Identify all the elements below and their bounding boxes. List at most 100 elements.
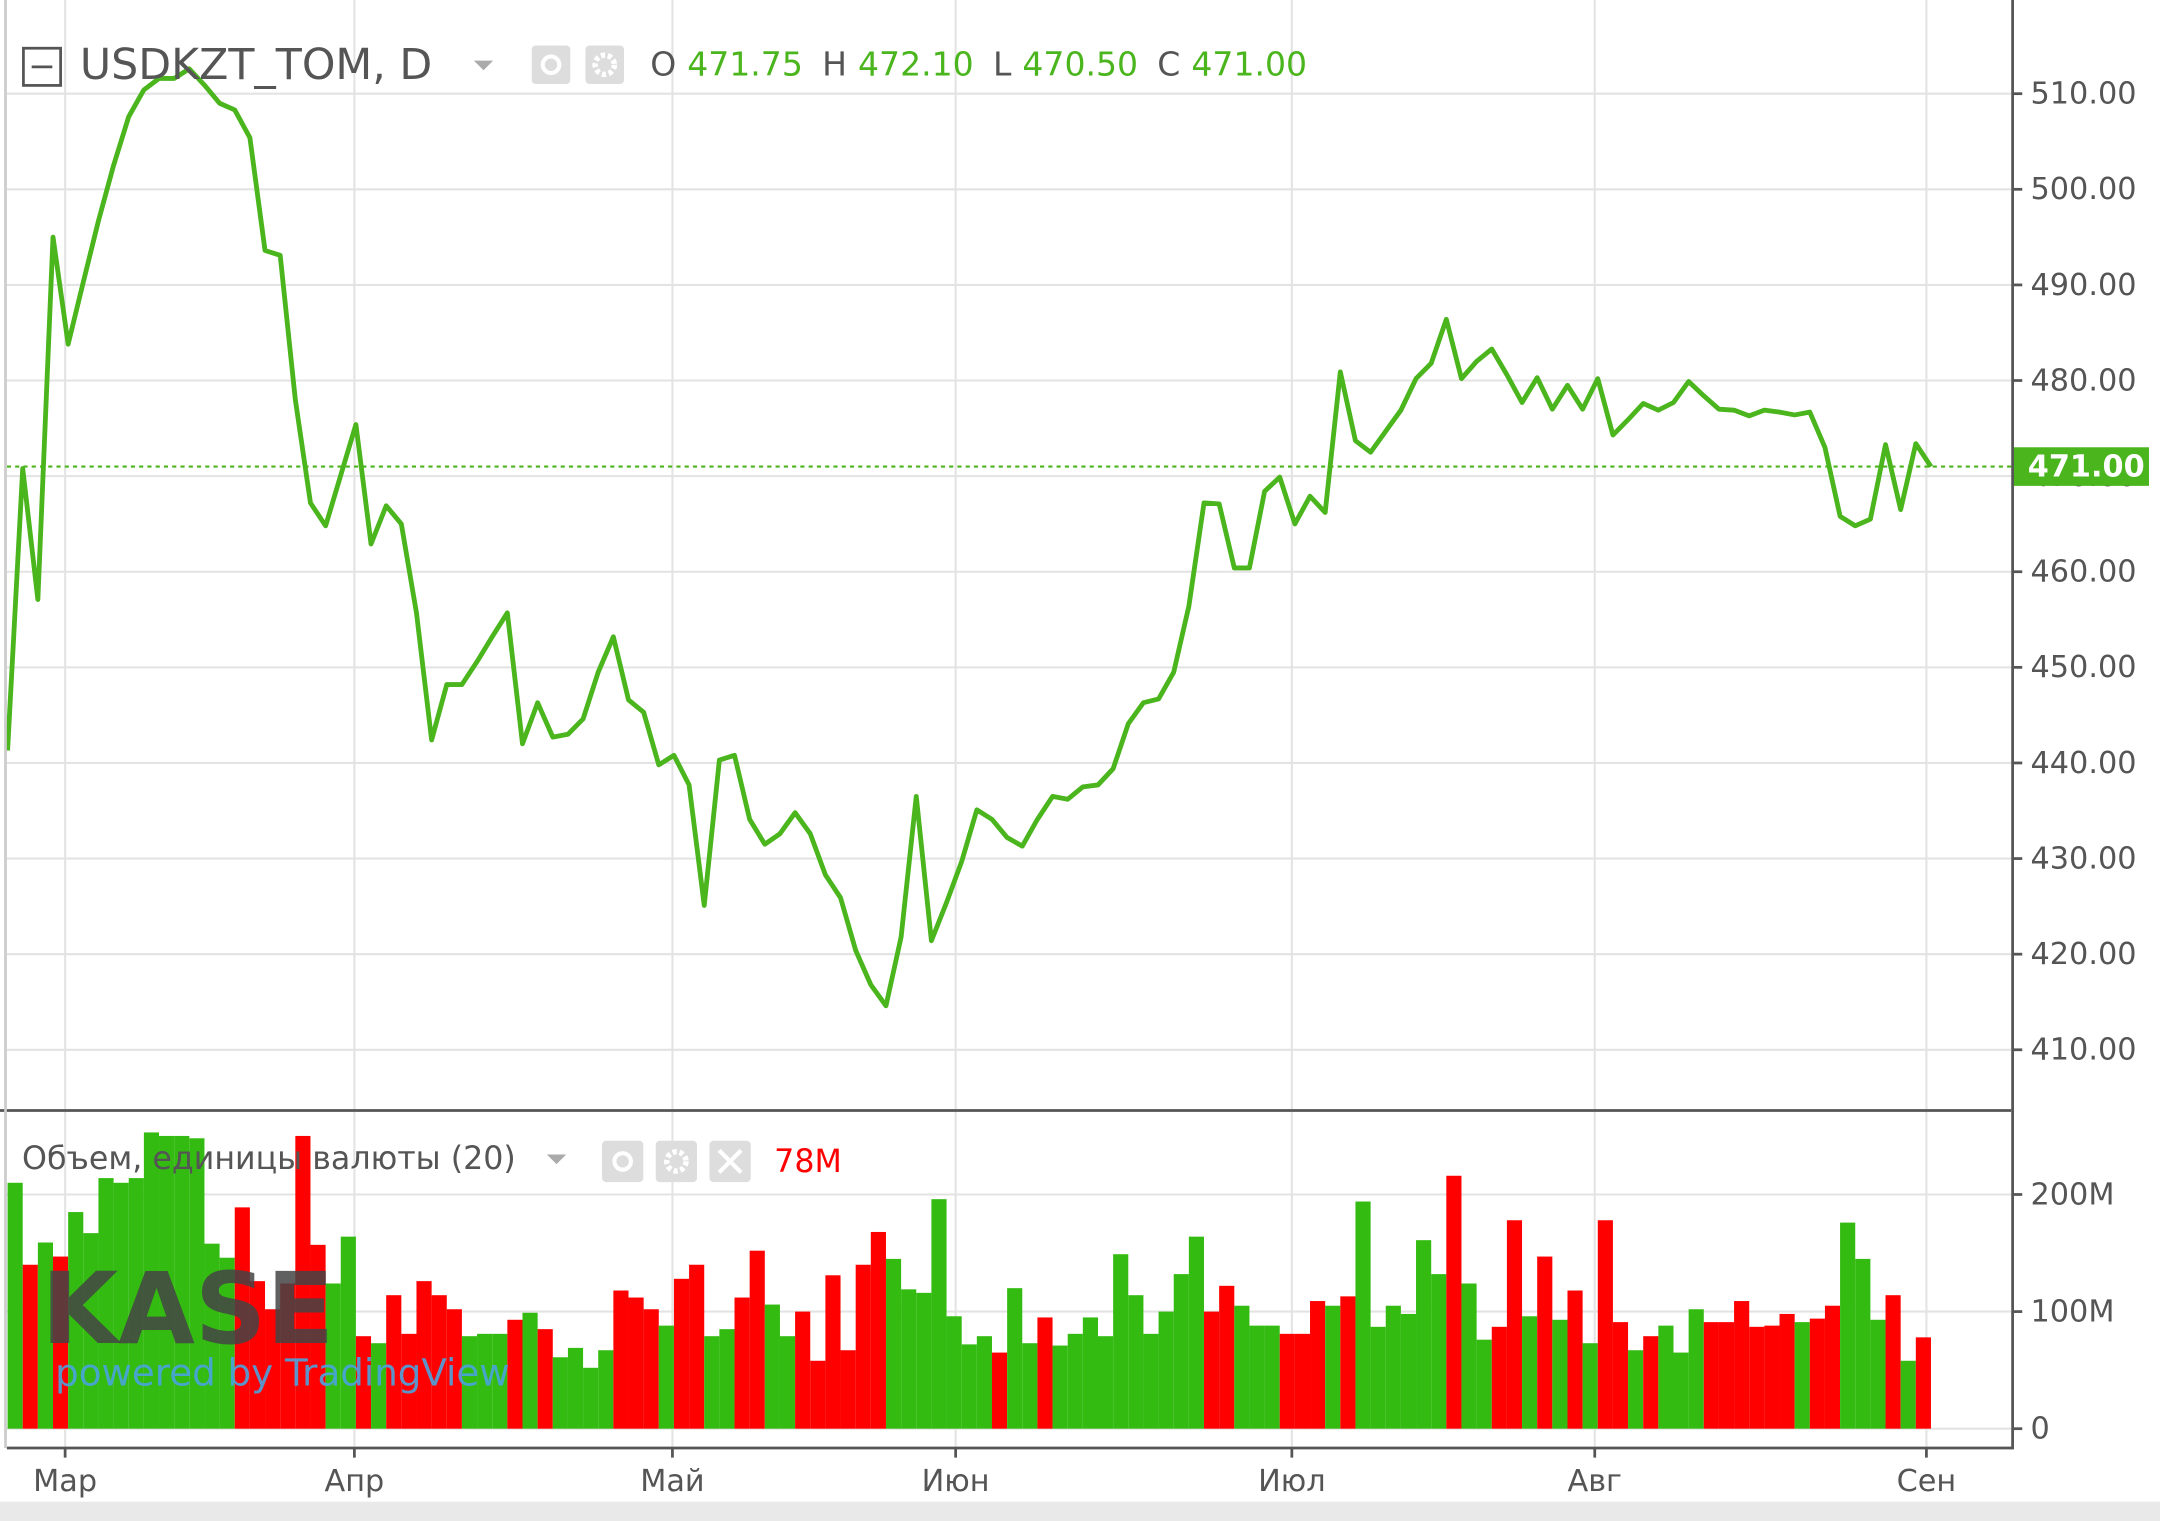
volume-bar bbox=[295, 1135, 311, 1429]
x-tick-label: Май bbox=[640, 1464, 704, 1499]
volume-bar bbox=[1279, 1333, 1295, 1429]
volume-bar bbox=[1840, 1222, 1856, 1429]
price-line bbox=[5, 66, 1933, 1009]
volume-bar bbox=[325, 1283, 341, 1429]
volume-bar bbox=[583, 1367, 599, 1429]
volume-bar bbox=[1734, 1301, 1750, 1429]
eye-button[interactable] bbox=[531, 45, 571, 85]
volume-bar bbox=[840, 1350, 856, 1429]
y-tick-label: 200M bbox=[2031, 1177, 2115, 1212]
y-tick-label: 440.00 bbox=[2031, 746, 2137, 781]
symbol-menu-caret[interactable] bbox=[473, 60, 494, 71]
volume-bar bbox=[1506, 1220, 1523, 1429]
volume-bar bbox=[128, 1178, 144, 1429]
eye-icon bbox=[540, 54, 562, 76]
volume-bar bbox=[689, 1264, 705, 1429]
volume-bar bbox=[901, 1289, 917, 1429]
volume-bar bbox=[1461, 1283, 1477, 1429]
volume-bar bbox=[1128, 1295, 1144, 1429]
volume-bar bbox=[734, 1297, 750, 1429]
volume-bar bbox=[916, 1292, 932, 1429]
volume-bar bbox=[1082, 1317, 1098, 1429]
volume-bar bbox=[1173, 1274, 1189, 1429]
volume-bar bbox=[795, 1311, 811, 1429]
y-tick-label: 490.00 bbox=[2031, 268, 2137, 303]
volume-eye-button[interactable] bbox=[601, 1140, 644, 1183]
last-price-tag bbox=[2013, 447, 2149, 486]
volume-bar bbox=[1703, 1322, 1719, 1429]
x-tick-label: Авг bbox=[1567, 1464, 1621, 1499]
y-tick-label: 510.00 bbox=[2031, 77, 2137, 112]
volume-bar bbox=[1628, 1350, 1644, 1429]
volume-bar bbox=[1204, 1311, 1220, 1429]
volume-bar bbox=[1491, 1326, 1507, 1429]
volume-bar bbox=[1325, 1305, 1341, 1429]
volume-bar bbox=[704, 1336, 720, 1429]
volume-bar bbox=[1537, 1256, 1553, 1429]
y-tick-label: 480.00 bbox=[2031, 363, 2137, 398]
volume-bar bbox=[1431, 1274, 1447, 1429]
x-tick-label: Июл bbox=[1258, 1464, 1326, 1499]
bottom-strip bbox=[0, 1501, 2160, 1521]
volume-bar bbox=[1340, 1296, 1356, 1429]
volume-bar bbox=[507, 1319, 523, 1429]
x-tick-label: Апр bbox=[325, 1464, 385, 1499]
volume-bar bbox=[810, 1360, 826, 1429]
volume-bar bbox=[1779, 1313, 1795, 1429]
volume-bar bbox=[1567, 1290, 1583, 1429]
volume-bar bbox=[249, 1281, 266, 1429]
volume-bar bbox=[492, 1333, 508, 1429]
ohlc-label: H bbox=[822, 45, 847, 84]
volume-bar bbox=[1673, 1352, 1689, 1429]
volume-bar bbox=[764, 1304, 780, 1429]
volume-bar bbox=[1219, 1285, 1235, 1429]
x-tick-label: Мар bbox=[33, 1464, 97, 1499]
volume-bar bbox=[1900, 1360, 1916, 1429]
volume-bar bbox=[22, 1264, 38, 1429]
volume-bar bbox=[1022, 1343, 1038, 1429]
volume-bar bbox=[53, 1256, 69, 1429]
volume-bar bbox=[143, 1132, 160, 1429]
eye-icon bbox=[612, 1151, 633, 1172]
volume-bar bbox=[1658, 1325, 1674, 1429]
volume-bar bbox=[355, 1336, 372, 1429]
volume-bar bbox=[265, 1309, 281, 1429]
volume-bar bbox=[174, 1135, 190, 1429]
y-tick-label: 410.00 bbox=[2031, 1033, 2137, 1068]
volume-bar bbox=[1234, 1305, 1250, 1429]
volume-bar bbox=[1870, 1319, 1886, 1429]
volume-title: Объем, единицы валюты (20) bbox=[22, 1141, 516, 1177]
volume-menu-caret[interactable] bbox=[546, 1154, 567, 1165]
settings-button[interactable] bbox=[585, 45, 625, 85]
volume-bar bbox=[1052, 1345, 1068, 1429]
volume-bar bbox=[885, 1258, 902, 1429]
volume-bar bbox=[976, 1336, 992, 1429]
volume-bar bbox=[613, 1290, 629, 1429]
volume-bar bbox=[1416, 1240, 1432, 1429]
volume-bar bbox=[204, 1243, 220, 1429]
volume-bar bbox=[386, 1295, 402, 1429]
volume-bar bbox=[310, 1244, 326, 1429]
volume-bar bbox=[1037, 1317, 1053, 1429]
ohlc-label: O bbox=[650, 45, 676, 84]
volume-bar bbox=[1718, 1322, 1735, 1429]
y-tick-label: 100M bbox=[2031, 1294, 2115, 1329]
volume-bar bbox=[1007, 1288, 1023, 1429]
volume-bar bbox=[1824, 1305, 1841, 1429]
volume-bar bbox=[870, 1231, 886, 1429]
ohlc-value: 472.10 bbox=[858, 45, 974, 84]
volume-bar bbox=[779, 1336, 796, 1429]
ohlc-label: L bbox=[993, 45, 1012, 84]
settings-icon bbox=[592, 52, 618, 78]
marks bbox=[5, 66, 2012, 1429]
volume-bar bbox=[1476, 1339, 1492, 1429]
y-tick-label: 500.00 bbox=[2031, 172, 2137, 207]
watermark-logo: KASE bbox=[41, 1252, 334, 1367]
volume-bar bbox=[567, 1347, 584, 1429]
volume-bar bbox=[1764, 1325, 1780, 1429]
volume-bar bbox=[1794, 1322, 1810, 1429]
volume-settings-button[interactable] bbox=[655, 1140, 698, 1183]
x-tick-label: Июн bbox=[922, 1464, 990, 1499]
volume-bar bbox=[1885, 1295, 1901, 1429]
